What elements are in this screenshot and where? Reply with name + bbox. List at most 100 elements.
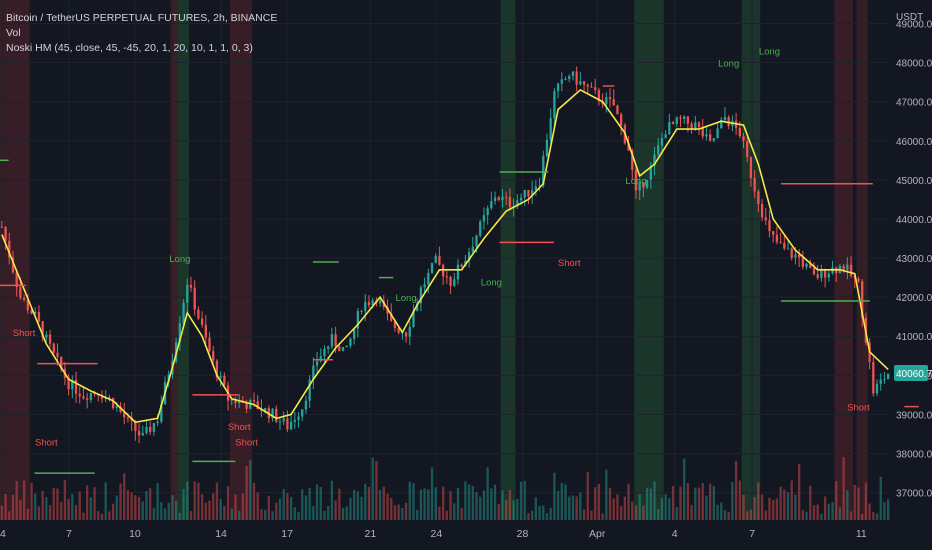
volume-bar: [742, 494, 745, 520]
volume-bar: [823, 496, 827, 520]
candle-body: [508, 196, 512, 208]
candle-body: [671, 121, 675, 124]
candle-body: [141, 433, 144, 436]
candle-body: [286, 418, 289, 430]
candle-body: [516, 200, 519, 207]
volume-bar: [189, 511, 193, 520]
candle-body: [527, 190, 530, 197]
volume-bar: [0, 505, 4, 520]
volume-bar: [45, 497, 48, 520]
candle-body: [256, 401, 259, 409]
volume-bar: [256, 492, 259, 520]
volume-bar: [657, 509, 660, 520]
volume-bar: [22, 480, 26, 520]
volume-bar: [605, 469, 608, 520]
candle-body: [67, 377, 70, 390]
volume-bar: [252, 482, 256, 520]
volume-bar: [634, 505, 638, 520]
candle-body: [100, 395, 104, 399]
candle-body: [519, 197, 523, 201]
candle-body: [356, 311, 360, 329]
volume-bar: [801, 510, 805, 520]
candle-body: [486, 208, 489, 216]
candle-body: [423, 284, 426, 288]
candle-body: [605, 97, 608, 105]
candle-body: [323, 348, 326, 357]
volume-bar: [30, 482, 33, 520]
volume-bar: [41, 490, 44, 520]
volume-bar: [312, 506, 315, 520]
time-axis: 4 7 10 14 17 21 24 28 Apr 4 7 11: [0, 528, 867, 540]
y-tick-label: 46000.0: [896, 137, 932, 148]
candle-body: [879, 379, 882, 384]
short-signal-label: Short: [235, 438, 258, 449]
candle-body: [234, 399, 237, 404]
volume-bar: [301, 489, 304, 520]
candle-body: [204, 324, 207, 338]
volume-bar: [223, 505, 226, 520]
candle-body: [749, 156, 753, 178]
volume-bar: [156, 483, 159, 520]
volume-bar: [746, 511, 749, 520]
candle-body: [111, 398, 115, 408]
candle-body: [197, 309, 200, 319]
candle-body: [371, 300, 374, 306]
candle-body: [126, 417, 130, 419]
candle-body: [757, 191, 760, 205]
candle-body: [48, 334, 52, 344]
volume-bar: [794, 494, 797, 520]
volume-bar: [786, 492, 790, 520]
volume-bar: [356, 491, 360, 520]
volume-bar: [738, 480, 741, 520]
candle-body: [534, 186, 538, 191]
candle-body: [768, 220, 771, 232]
volume-bar: [649, 488, 652, 520]
volume-bar: [160, 502, 163, 520]
volume-bar: [734, 460, 738, 520]
candle-body: [764, 217, 767, 221]
currency-label: USDT: [896, 12, 923, 23]
candle-body: [297, 416, 300, 420]
candle-body: [223, 375, 226, 386]
candle-body: [26, 299, 29, 311]
candle-body: [501, 196, 504, 201]
candle-body: [786, 248, 790, 250]
volume-bar: [831, 502, 834, 520]
volume-bar: [753, 497, 756, 520]
volume-bar: [15, 481, 18, 520]
noski-indicator-label[interactable]: Noski HM (45, close, 45, -45, 20, 1, 20,…: [6, 42, 253, 54]
volume-bar: [141, 501, 144, 520]
candle-body: [252, 399, 256, 402]
volume-bar: [390, 498, 393, 520]
volume-bar: [697, 487, 701, 520]
volume-bar: [130, 492, 133, 520]
volume-indicator-label[interactable]: Vol: [6, 27, 21, 39]
candle-body: [631, 150, 634, 170]
volume-bar: [63, 479, 67, 520]
candle-body: [327, 346, 330, 349]
volume-bar: [638, 494, 641, 520]
long-signal-label: Long: [481, 277, 502, 288]
candle-body: [152, 423, 156, 432]
candle-body: [582, 81, 586, 85]
volume-bar: [401, 507, 404, 520]
x-tick-label: 4: [0, 528, 6, 540]
candle-body: [193, 287, 196, 310]
volume-bar: [89, 497, 93, 520]
candle-body: [56, 352, 59, 357]
x-tick-label: 4: [672, 528, 678, 540]
candle-body: [545, 139, 549, 157]
volume-bar: [19, 499, 22, 520]
volume-bar: [775, 498, 779, 520]
candle-body: [886, 373, 890, 380]
volume-bar: [708, 483, 712, 520]
candle-body: [275, 408, 278, 422]
volume-bar: [238, 510, 241, 520]
signal-zones: [0, 0, 868, 520]
volume-bar: [538, 505, 541, 520]
volume-bar: [493, 484, 497, 520]
symbol-title[interactable]: Bitcoin / TetherUS PERPETUAL FUTURES, 2h…: [6, 12, 278, 24]
candle-body: [783, 242, 786, 249]
volume-bar: [497, 503, 500, 520]
